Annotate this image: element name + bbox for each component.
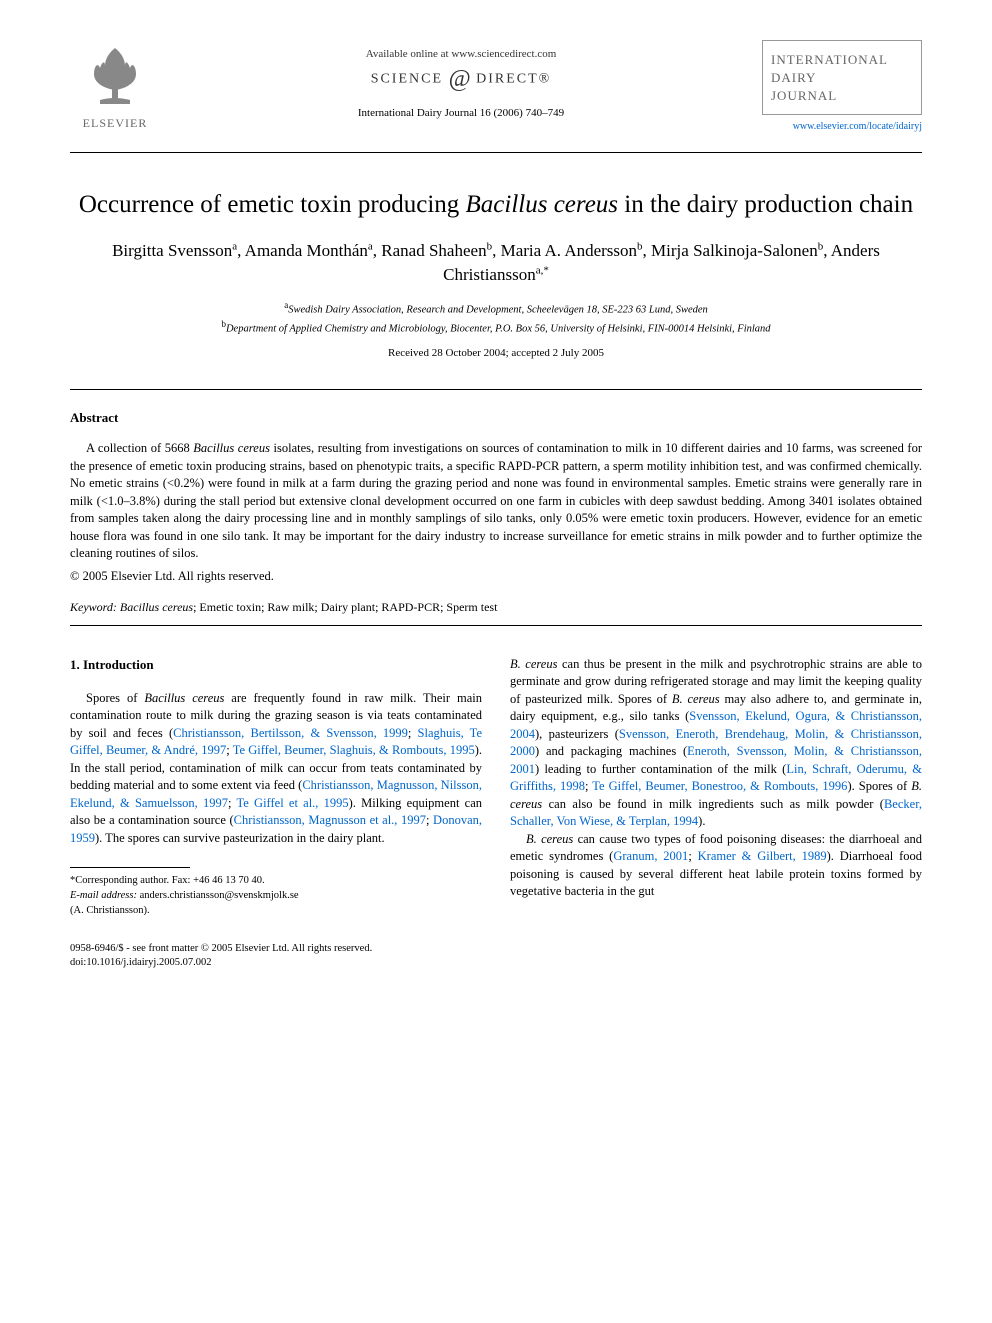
article-title: Occurrence of emetic toxin producing Bac… <box>70 189 922 222</box>
sd-d-icon: @ <box>449 66 471 92</box>
sd-right: DIRECT® <box>476 72 551 87</box>
journal-url[interactable]: www.elsevier.com/locate/idairyj <box>762 121 922 132</box>
intro-para-2: B. cereus can thus be present in the mil… <box>510 656 922 831</box>
keywords-list: Bacillus cereus; Emetic toxin; Raw milk;… <box>120 600 498 614</box>
column-right: B. cereus can thus be present in the mil… <box>510 656 922 970</box>
email-author: (A. Christiansson). <box>70 904 482 919</box>
column-left: 1. Introduction Spores of Bacillus cereu… <box>70 656 482 970</box>
journal-reference: International Dairy Journal 16 (2006) 74… <box>160 107 762 119</box>
journal-name-line3: JOURNAL <box>771 87 913 105</box>
title-pre: Occurrence of emetic toxin producing <box>79 191 466 218</box>
corresponding-fax: *Corresponding author. Fax: +46 46 13 70… <box>70 874 482 889</box>
intro-para-3: B. cereus can cause two types of food po… <box>510 831 922 901</box>
abstract-bottom-divider <box>70 625 922 626</box>
journal-name-line2: DAIRY <box>771 69 913 87</box>
affiliation-a: aSwedish Dairy Association, Research and… <box>70 299 922 318</box>
authors-list: Birgitta Svenssona, Amanda Monthána, Ran… <box>70 239 922 287</box>
page-header: ELSEVIER Available online at www.science… <box>70 40 922 132</box>
footer-copyright: 0958-6946/$ - see front matter © 2005 El… <box>70 942 482 956</box>
received-dates: Received 28 October 2004; accepted 2 Jul… <box>70 347 922 359</box>
email-address[interactable]: anders.christiansson@svenskmjolk.se <box>140 890 299 901</box>
elsevier-tree-icon <box>80 40 150 110</box>
title-post: in the dairy production chain <box>618 191 913 218</box>
abstract-heading: Abstract <box>70 410 922 426</box>
affiliation-a-text: Swedish Dairy Association, Research and … <box>288 304 708 315</box>
journal-box-wrapper: INTERNATIONAL DAIRY JOURNAL www.elsevier… <box>762 40 922 132</box>
corresponding-email-line: E-mail address: anders.christiansson@sve… <box>70 889 482 904</box>
sd-left: SCIENCE <box>371 72 443 87</box>
sciencedirect-logo: SCIENCE @ DIRECT® <box>160 66 762 93</box>
intro-heading: 1. Introduction <box>70 656 482 674</box>
affiliation-b: bDepartment of Applied Chemistry and Mic… <box>70 318 922 337</box>
keywords: Keyword: Bacillus cereus; Emetic toxin; … <box>70 600 922 615</box>
intro-para-1: Spores of Bacillus cereus are frequently… <box>70 690 482 848</box>
journal-title-box: INTERNATIONAL DAIRY JOURNAL <box>762 40 922 115</box>
publisher-logo: ELSEVIER <box>70 40 160 131</box>
abstract-copyright: © 2005 Elsevier Ltd. All rights reserved… <box>70 569 922 584</box>
keywords-label: Keyword: <box>70 600 117 614</box>
available-online-text: Available online at www.sciencedirect.co… <box>160 48 762 60</box>
footer-doi: doi:10.1016/j.idairyj.2005.07.002 <box>70 956 482 970</box>
header-center: Available online at www.sciencedirect.co… <box>160 40 762 119</box>
abstract-body: A collection of 5668 Bacillus cereus iso… <box>70 440 922 563</box>
email-label: E-mail address: <box>70 890 137 901</box>
abstract-top-divider <box>70 389 922 390</box>
corresponding-author-footnote: *Corresponding author. Fax: +46 46 13 70… <box>70 874 482 918</box>
journal-name-line1: INTERNATIONAL <box>771 51 913 69</box>
footnote-divider <box>70 867 190 868</box>
affiliation-b-text: Department of Applied Chemistry and Micr… <box>226 323 771 334</box>
publisher-name: ELSEVIER <box>70 116 160 131</box>
header-divider <box>70 152 922 153</box>
title-species: Bacillus cereus <box>466 191 619 218</box>
footer-block: 0958-6946/$ - see front matter © 2005 El… <box>70 942 482 969</box>
affiliations: aSwedish Dairy Association, Research and… <box>70 299 922 338</box>
body-columns: 1. Introduction Spores of Bacillus cereu… <box>70 656 922 970</box>
